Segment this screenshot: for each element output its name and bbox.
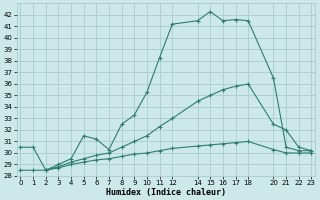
X-axis label: Humidex (Indice chaleur): Humidex (Indice chaleur) bbox=[106, 188, 226, 197]
